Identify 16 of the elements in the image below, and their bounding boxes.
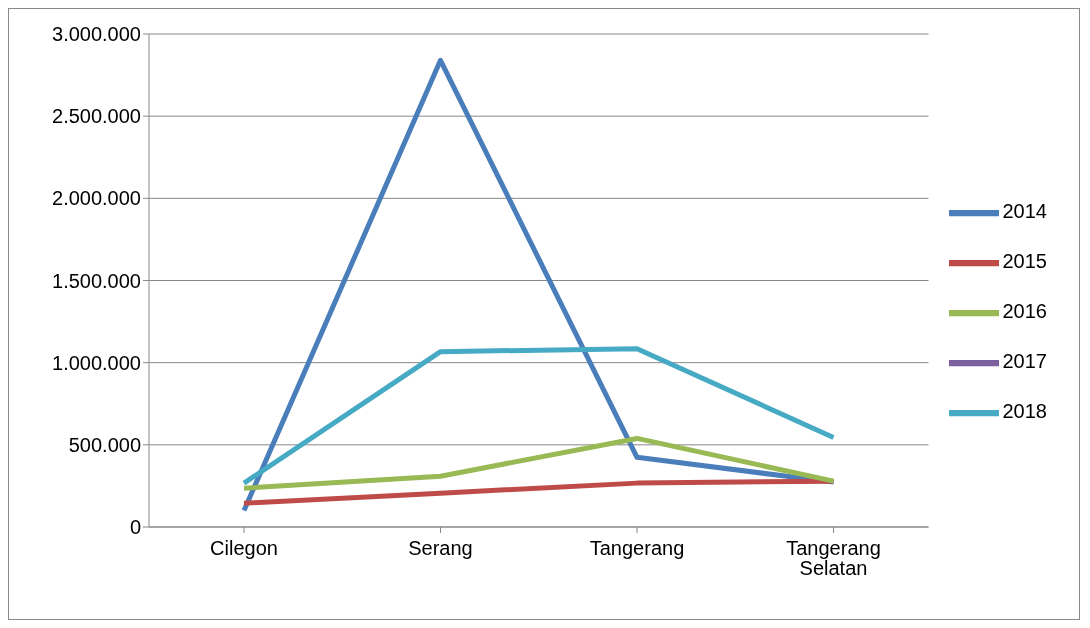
y-tick-label: 3.000.000 bbox=[52, 23, 141, 46]
legend-label: 2018 bbox=[1002, 400, 1047, 423]
legend-label: 2014 bbox=[1002, 200, 1047, 223]
x-tick-label: Tangerang Selatan bbox=[786, 537, 881, 580]
x-tick-label: Cilegon bbox=[210, 537, 278, 560]
x-tick-label: Serang bbox=[408, 537, 473, 560]
y-tick-label: 1.000.000 bbox=[52, 351, 141, 374]
y-tick-label: 0 bbox=[129, 516, 141, 539]
y-tick-label: 2.500.000 bbox=[52, 105, 141, 128]
legend-label: 2017 bbox=[1002, 350, 1047, 373]
y-tick-label: 1.500.000 bbox=[52, 269, 141, 292]
y-tick-label: 500.000 bbox=[68, 433, 141, 456]
x-tick-label: Tangerang bbox=[589, 537, 685, 560]
legend-label: 2015 bbox=[1002, 250, 1047, 273]
legend-label: 2016 bbox=[1002, 300, 1047, 323]
y-tick-label: 2.000.000 bbox=[52, 187, 141, 210]
